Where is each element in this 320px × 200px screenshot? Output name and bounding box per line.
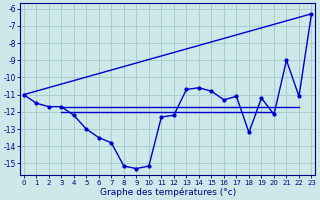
X-axis label: Graphe des températures (°c): Graphe des températures (°c): [100, 187, 236, 197]
